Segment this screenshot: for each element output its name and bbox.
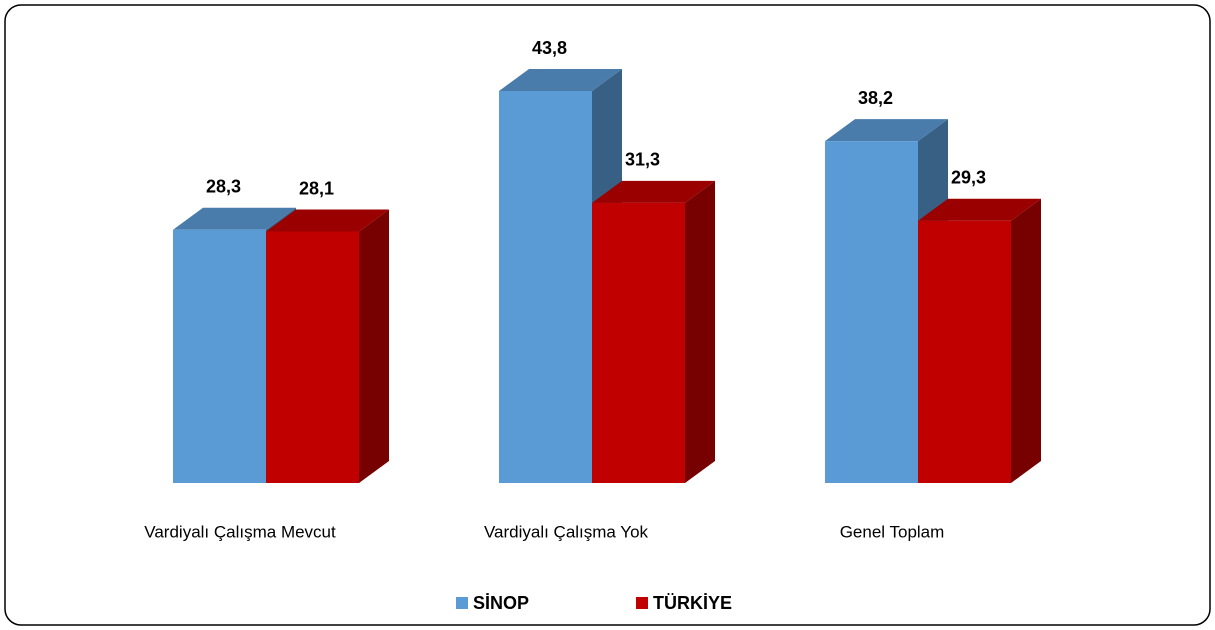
legend-label: SİNOP [473,593,529,613]
bar-top [499,69,622,91]
bar-side [685,180,715,484]
bar-front [499,91,592,483]
bar-front [173,229,266,483]
bar-front [266,231,359,483]
bar [918,198,1041,484]
bar-top [173,207,296,230]
bar-side [1011,198,1041,484]
bar-front [592,202,685,484]
data-label: 43,8 [532,38,567,58]
bar-top [592,180,715,203]
legend-label: TÜRKİYE [653,593,732,613]
bar-top [825,119,948,142]
data-label: 28,3 [206,176,241,196]
bar-top [266,209,389,232]
data-label: 38,2 [858,88,893,108]
bar [266,209,389,483]
data-label: 29,3 [951,168,986,188]
bar-side [359,209,389,483]
x-tick-label: Vardiyalı Çalışma Yok [484,522,649,541]
bar-front [825,141,918,484]
data-label: 31,3 [625,150,660,170]
bar-front [918,220,1011,484]
legend-swatch [636,597,648,609]
legend-swatch [456,597,468,609]
bar-top [918,198,1041,221]
bar [592,180,715,484]
data-label: 28,1 [299,178,334,198]
x-tick-label: Genel Toplam [840,522,945,541]
x-tick-label: Vardiyalı Çalışma Mevcut [144,522,336,541]
